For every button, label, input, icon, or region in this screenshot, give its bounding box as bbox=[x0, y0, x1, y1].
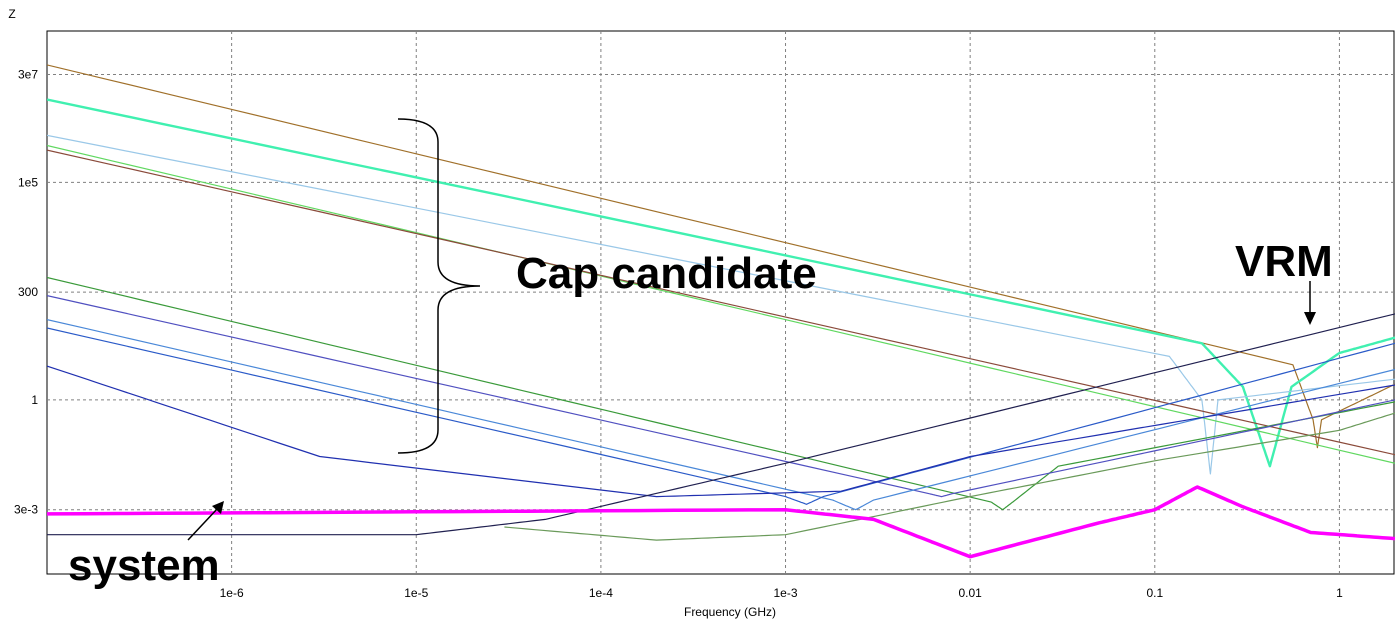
plot-frame bbox=[46, 30, 1395, 575]
x-axis-label: Frequency (GHz) bbox=[684, 605, 776, 619]
series-line-12 bbox=[47, 313, 1395, 536]
vrm-annotation: VRM bbox=[1235, 237, 1333, 286]
series-line-4 bbox=[47, 144, 1395, 464]
x-tick-label: 0.1 bbox=[1146, 586, 1163, 600]
x-tick-label: 1e-4 bbox=[589, 586, 613, 600]
series-line-2 bbox=[47, 98, 1395, 468]
x-tick-label: 1e-3 bbox=[774, 586, 798, 600]
series-line-3 bbox=[47, 134, 1395, 475]
y-axis-label: Z bbox=[8, 7, 15, 21]
y-tick-label: 3e7 bbox=[18, 68, 38, 82]
series-line-6 bbox=[47, 276, 1395, 511]
series-line-11 bbox=[504, 412, 1395, 541]
y-tick-label: 300 bbox=[18, 285, 38, 299]
x-tick-labels: 1e-6 1e-5 1e-4 1e-3 0.01 0.1 1 bbox=[220, 586, 1343, 600]
series-line-9 bbox=[47, 327, 1395, 505]
cap-candidate-brace bbox=[397, 118, 481, 454]
vrm-arrow bbox=[1304, 281, 1316, 325]
series-line-8 bbox=[47, 319, 1395, 511]
y-tick-label: 1e5 bbox=[18, 175, 38, 189]
plot-area bbox=[46, 30, 1395, 575]
y-tick-label: 1 bbox=[31, 393, 38, 407]
x-tick-label: 1e-5 bbox=[404, 586, 428, 600]
x-tick-label: 0.01 bbox=[958, 586, 982, 600]
series-layer bbox=[47, 64, 1395, 559]
system-arrow bbox=[187, 501, 224, 541]
series-line-5 bbox=[47, 149, 1395, 456]
system-annotation: system bbox=[68, 541, 220, 590]
x-tick-label: 1 bbox=[1336, 586, 1343, 600]
x-tick-label: 1e-6 bbox=[220, 586, 244, 600]
series-line-7 bbox=[47, 295, 1395, 498]
y-tick-label: 3e-3 bbox=[14, 503, 38, 517]
series-line-13 bbox=[47, 485, 1395, 559]
series-line-10 bbox=[47, 365, 1395, 498]
cap-candidate-annotation: Cap candidate bbox=[516, 249, 817, 298]
y-tick-labels: 3e7 1e5 300 1 3e-3 bbox=[14, 68, 38, 517]
